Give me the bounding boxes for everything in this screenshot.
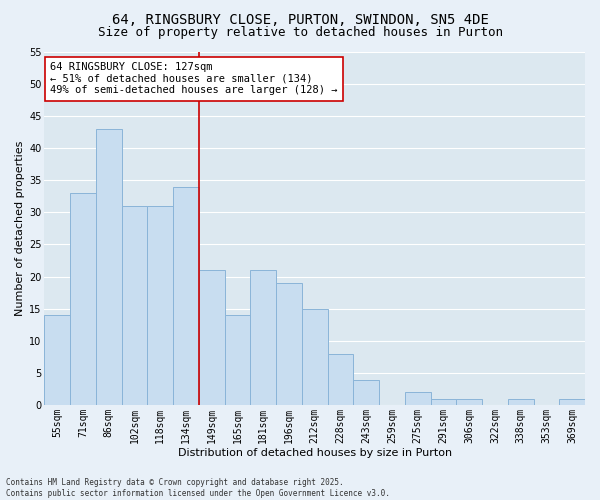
Text: Contains HM Land Registry data © Crown copyright and database right 2025.
Contai: Contains HM Land Registry data © Crown c… [6, 478, 390, 498]
Bar [405, 392, 431, 406]
Bar [353, 380, 379, 406]
X-axis label: Distribution of detached houses by size in Purton: Distribution of detached houses by size … [178, 448, 452, 458]
Text: Size of property relative to detached houses in Purton: Size of property relative to detached ho… [97, 26, 503, 39]
Bar [199, 270, 224, 406]
Bar [44, 315, 70, 406]
Bar [302, 309, 328, 406]
Bar [250, 270, 276, 406]
Bar [559, 399, 585, 406]
Bar [96, 128, 122, 406]
Bar [70, 193, 96, 406]
Bar [328, 354, 353, 406]
Bar [173, 186, 199, 406]
Bar [148, 206, 173, 406]
Bar [456, 399, 482, 406]
Bar [122, 206, 148, 406]
Y-axis label: Number of detached properties: Number of detached properties [15, 140, 25, 316]
Bar [431, 399, 456, 406]
Bar [276, 283, 302, 406]
Text: 64 RINGSBURY CLOSE: 127sqm
← 51% of detached houses are smaller (134)
49% of sem: 64 RINGSBURY CLOSE: 127sqm ← 51% of deta… [50, 62, 337, 96]
Bar [224, 315, 250, 406]
Bar [508, 399, 533, 406]
Text: 64, RINGSBURY CLOSE, PURTON, SWINDON, SN5 4DE: 64, RINGSBURY CLOSE, PURTON, SWINDON, SN… [112, 12, 488, 26]
